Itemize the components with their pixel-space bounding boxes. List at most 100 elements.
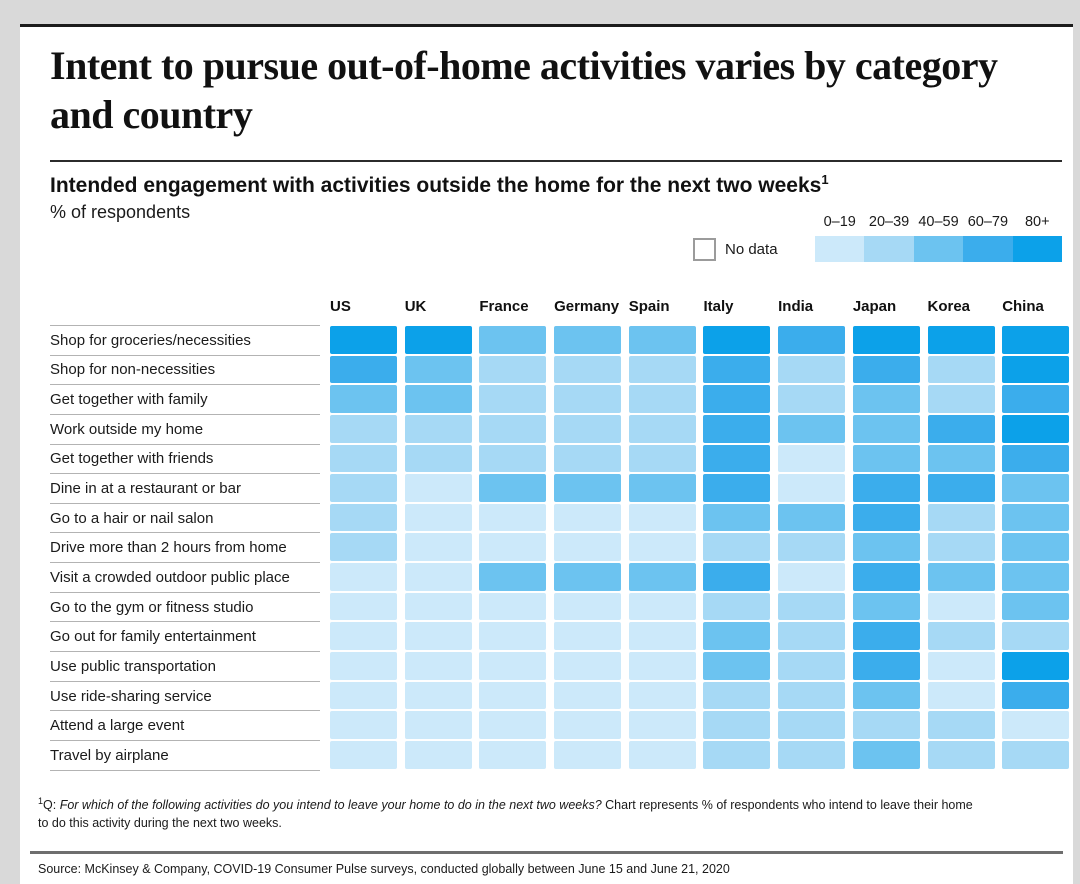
heatmap-cell bbox=[404, 711, 472, 739]
heatmap-cell bbox=[628, 444, 696, 473]
heatmap-cell bbox=[628, 503, 696, 532]
row-label: Use ride-sharing service bbox=[50, 682, 320, 712]
heatmap-cell bbox=[852, 503, 920, 532]
heatmap-cell bbox=[1002, 533, 1070, 562]
heatmap-cell bbox=[852, 652, 920, 680]
footnote-question: For which of the following activities do… bbox=[59, 798, 602, 813]
heatmap-cell bbox=[703, 474, 771, 502]
row-label: Get together with family bbox=[50, 385, 320, 415]
heatmap-cell bbox=[703, 414, 771, 443]
heatmap-cell bbox=[628, 326, 696, 354]
heatmap-cell bbox=[927, 681, 995, 710]
source-line: Source: McKinsey & Company, COVID-19 Con… bbox=[38, 862, 730, 876]
footnote: 1Q: For which of the following activitie… bbox=[38, 795, 983, 832]
heatmap-cell bbox=[852, 414, 920, 443]
legend-bin-label: 80+ bbox=[1024, 214, 1050, 230]
heatmap-cell bbox=[703, 355, 771, 384]
heatmap-cell bbox=[330, 414, 397, 443]
chart-subtitle-text: Intended engagement with activities outs… bbox=[50, 174, 822, 197]
column-header: UK bbox=[404, 298, 427, 315]
heatmap-cell bbox=[404, 563, 472, 591]
heatmap-cell bbox=[479, 563, 547, 591]
heatmap-cell bbox=[628, 474, 696, 502]
left-margin-strip bbox=[0, 0, 20, 884]
legend-bin-swatch bbox=[815, 236, 865, 262]
heatmap-cell bbox=[1002, 740, 1070, 769]
heatmap-cell bbox=[703, 652, 771, 680]
heatmap-cell bbox=[1002, 563, 1070, 591]
heatmap-cell bbox=[479, 592, 547, 621]
heatmap-cell bbox=[628, 592, 696, 621]
heatmap-cell bbox=[778, 740, 846, 769]
heatmap-cell bbox=[628, 533, 696, 562]
heatmap-cell bbox=[852, 533, 920, 562]
heatmap-cell bbox=[778, 563, 846, 591]
heatmap-cell bbox=[554, 681, 622, 710]
legend-bin-labels: 0–19 20–39 40–59 60–79 80+ bbox=[815, 214, 1062, 230]
heatmap-cell bbox=[404, 444, 472, 473]
heatmap-cell bbox=[778, 385, 846, 413]
heatmap-cell bbox=[479, 444, 547, 473]
row-labels: Shop for groceries/necessities Shop for n… bbox=[50, 325, 320, 771]
heatmap-cell bbox=[330, 563, 397, 591]
column-header: Italy bbox=[703, 298, 734, 315]
heatmap-cell bbox=[1002, 414, 1070, 443]
heatmap-cell bbox=[404, 652, 472, 680]
heatmap-cell bbox=[628, 355, 696, 384]
heatmap-cell bbox=[628, 385, 696, 413]
no-data-swatch bbox=[693, 238, 716, 261]
heatmap-cell bbox=[554, 474, 622, 502]
heatmap-cell bbox=[852, 681, 920, 710]
heatmap-cell bbox=[703, 563, 771, 591]
heatmap-cell bbox=[479, 652, 547, 680]
heatmap-cell bbox=[479, 355, 547, 384]
heatmap-cell bbox=[1002, 711, 1070, 739]
legend-bin-swatch bbox=[913, 236, 964, 262]
heatmap-cell bbox=[927, 474, 995, 502]
heatmap-cell bbox=[330, 681, 397, 710]
heatmap-cell bbox=[479, 385, 547, 413]
heatmap-cell bbox=[927, 740, 995, 769]
heatmap-cell bbox=[927, 326, 995, 354]
heatmap-cell bbox=[703, 444, 771, 473]
heatmap-cell bbox=[852, 740, 920, 769]
source-divider bbox=[30, 851, 1063, 854]
heatmap-cell bbox=[628, 622, 696, 651]
page-title: Intent to pursue out-of-home activities … bbox=[50, 43, 998, 137]
row-label: Dine in at a restaurant or bar bbox=[50, 474, 320, 504]
heatmap-cell bbox=[927, 444, 995, 473]
heatmap-cell bbox=[778, 533, 846, 562]
page-top-rule bbox=[20, 24, 1073, 27]
row-label: Visit a crowded outdoor public place bbox=[50, 563, 320, 593]
heatmap-cell bbox=[1002, 622, 1070, 651]
heatmap-cell bbox=[404, 740, 472, 769]
chart-subtitle: Intended engagement with activities outs… bbox=[50, 172, 829, 198]
heatmap-cell bbox=[330, 355, 397, 384]
heatmap-cell bbox=[778, 326, 846, 354]
legend-color-scale bbox=[815, 236, 1062, 262]
legend-bin-label: 0–19 bbox=[823, 214, 856, 230]
heatmap-cell bbox=[554, 444, 622, 473]
column-header: France bbox=[479, 298, 529, 315]
heatmap-cell bbox=[927, 711, 995, 739]
heatmap-cell bbox=[554, 385, 622, 413]
heatmap-cell bbox=[554, 652, 622, 680]
row-label: Use public transportation bbox=[50, 652, 320, 682]
heatmap-cell bbox=[479, 740, 547, 769]
heatmap-cell bbox=[703, 533, 771, 562]
heatmap-cell bbox=[703, 503, 771, 532]
heatmap-cell bbox=[479, 326, 547, 354]
heatmap-cell bbox=[479, 414, 547, 443]
heatmap-cell bbox=[852, 444, 920, 473]
row-label: Drive more than 2 hours from home bbox=[50, 533, 320, 564]
row-label: Go to the gym or fitness studio bbox=[50, 593, 320, 623]
heatmap-cell bbox=[778, 592, 846, 621]
footnote-superscript: 1 bbox=[38, 796, 44, 806]
title-divider bbox=[50, 160, 1062, 162]
heatmap-cell bbox=[404, 474, 472, 502]
row-label: Shop for non-necessities bbox=[50, 356, 320, 386]
column-header: China bbox=[1002, 298, 1044, 315]
heatmap-cell bbox=[927, 503, 995, 532]
heatmap-cell bbox=[330, 533, 397, 562]
column-header: Japan bbox=[852, 298, 897, 315]
